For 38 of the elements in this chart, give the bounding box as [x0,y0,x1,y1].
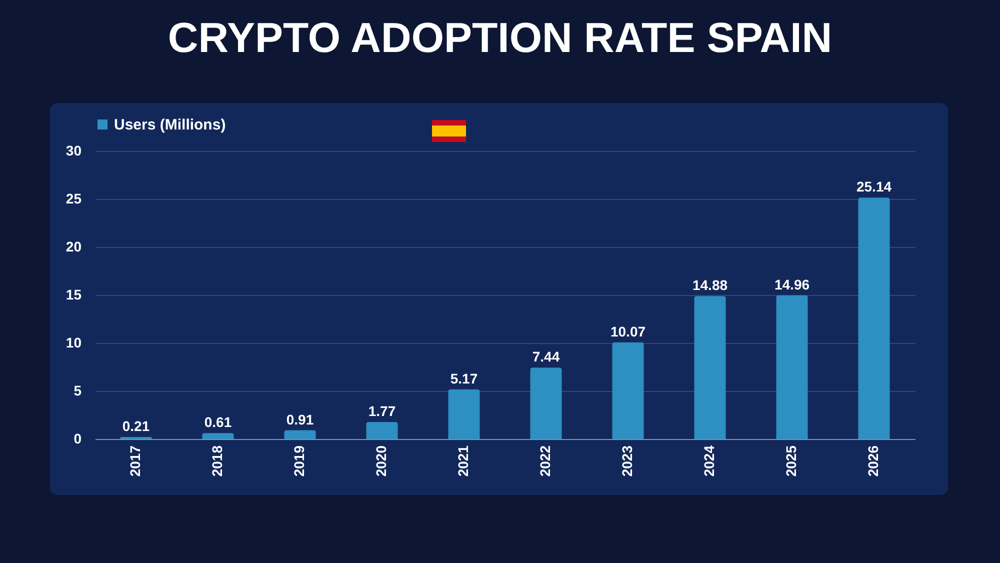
bar [776,295,808,439]
bar [202,433,234,439]
x-tick-label: 2025 [783,445,799,477]
y-tick-label: 10 [66,334,82,350]
data-label: 0.21 [122,418,150,434]
y-tick-label: 15 [66,286,82,302]
y-tick-label: 5 [74,382,82,398]
y-tick-label: 0 [74,430,82,446]
bar [448,389,480,439]
data-label: 14.96 [774,276,810,292]
data-label: 7.44 [532,348,560,365]
y-tick-label: 25 [66,190,82,206]
bar [858,198,890,439]
data-label: 0.91 [286,411,314,428]
data-label: 1.77 [368,403,396,420]
data-label: 14.88 [692,277,728,294]
bar [530,368,562,439]
x-tick-label: 2019 [291,445,307,477]
x-tick-label: 2026 [865,445,881,477]
y-tick-label: 20 [66,238,82,254]
chart-title: CRYPTO ADOPTION RATE SPAIN [166,14,834,62]
bar [366,422,398,439]
x-tick-label: 2024 [701,445,717,477]
y-tick-label: 30 [66,142,82,158]
x-tick-label: 2021 [455,445,471,477]
data-label: 25.14 [856,178,892,195]
x-tick-label: 2017 [127,445,143,477]
bar [612,342,644,439]
data-label: 10.07 [610,323,646,340]
legend-label: Users (Millions) [114,116,226,134]
x-tick-label: 2023 [619,445,635,477]
x-tick-label: 2022 [537,445,553,477]
bar [284,430,316,439]
x-tick-label: 2020 [373,445,389,477]
data-label: 5.17 [450,370,478,386]
data-label: 0.61 [204,414,232,430]
x-tick-label: 2018 [209,445,225,477]
bar [694,296,726,439]
